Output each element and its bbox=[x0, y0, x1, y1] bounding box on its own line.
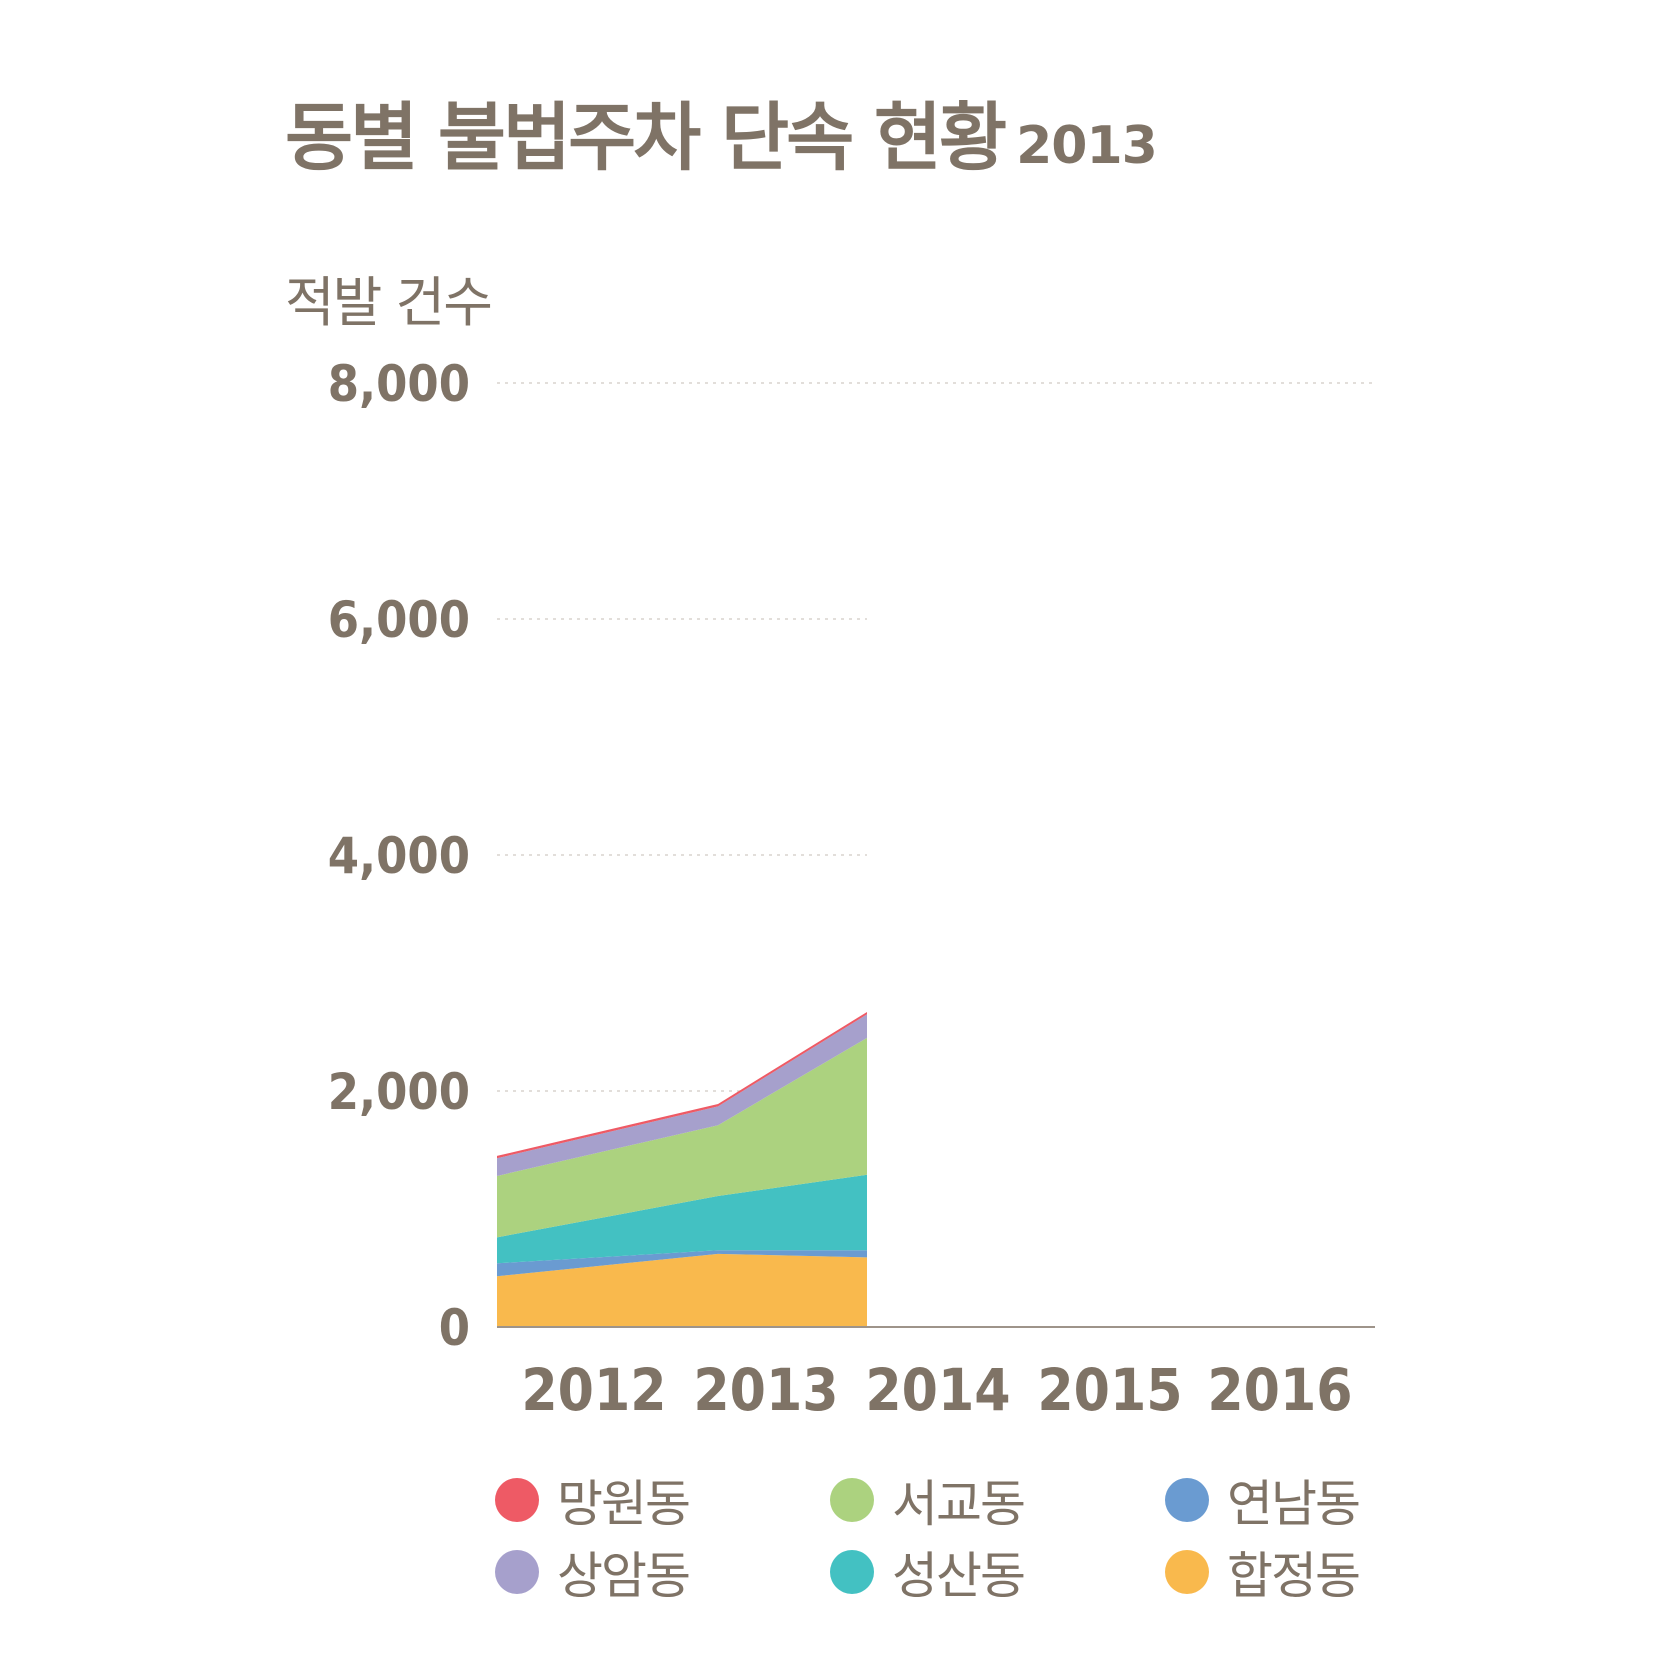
x-tick-label: 2016 bbox=[1207, 1356, 1352, 1420]
y-tick-label: 4,000 bbox=[328, 827, 470, 885]
area-연남동 bbox=[497, 1250, 867, 1277]
y-tick-label: 0 bbox=[439, 1299, 470, 1357]
legend-item: 합정동 bbox=[1165, 1542, 1361, 1605]
y-axis-ticks: 0 2,000 4,000 6,000 8,000 bbox=[328, 355, 470, 1357]
x-tick-label: 2013 bbox=[693, 1356, 838, 1420]
y-tick-label: 8,000 bbox=[328, 355, 470, 413]
area-series bbox=[497, 1011, 867, 1327]
x-tick-label: 2014 bbox=[865, 1356, 1010, 1420]
area-합정동 bbox=[497, 1253, 867, 1327]
x-tick-label: 2012 bbox=[521, 1356, 666, 1420]
area-상암동 bbox=[497, 1014, 867, 1176]
area-성산동 bbox=[497, 1174, 867, 1264]
legend-item: 상암동 bbox=[495, 1542, 691, 1605]
y-axis-label: 적발 건수 bbox=[285, 271, 493, 334]
legend-swatch bbox=[495, 1478, 539, 1522]
chart-title-year: 2013 bbox=[1016, 116, 1158, 176]
legend-item: 연남동 bbox=[1165, 1470, 1361, 1533]
legend-item: 서교동 bbox=[830, 1470, 1026, 1533]
legend-label: 서교동 bbox=[892, 1475, 1026, 1533]
legend-swatch bbox=[830, 1478, 874, 1522]
legend-swatch bbox=[1165, 1478, 1209, 1522]
legend-swatch bbox=[830, 1550, 874, 1594]
x-axis-ticks: 2012 2013 2014 2015 2016 bbox=[521, 1356, 1352, 1420]
legend-item: 망원동 bbox=[495, 1470, 691, 1533]
legend-item: 성산동 bbox=[830, 1542, 1026, 1605]
x-tick-label: 2015 bbox=[1037, 1356, 1182, 1420]
legend-label: 망원동 bbox=[557, 1475, 691, 1533]
legend-label: 연남동 bbox=[1227, 1475, 1361, 1533]
y-tick-label: 2,000 bbox=[328, 1063, 470, 1121]
legend-swatch bbox=[1165, 1550, 1209, 1594]
gridlines bbox=[497, 382, 1375, 1092]
legend-label: 합정동 bbox=[1227, 1547, 1361, 1605]
area-서교동 bbox=[497, 1037, 867, 1238]
y-tick-label: 6,000 bbox=[328, 591, 470, 649]
legend-swatch bbox=[495, 1550, 539, 1594]
chart-title-main: 동별 불법주차 단속 현황 bbox=[285, 95, 1007, 181]
legend-label: 상암동 bbox=[557, 1547, 691, 1605]
chart-title: 동별 불법주차 단속 현황 2013 bbox=[285, 78, 1158, 185]
legend-label: 성산동 bbox=[892, 1547, 1026, 1605]
